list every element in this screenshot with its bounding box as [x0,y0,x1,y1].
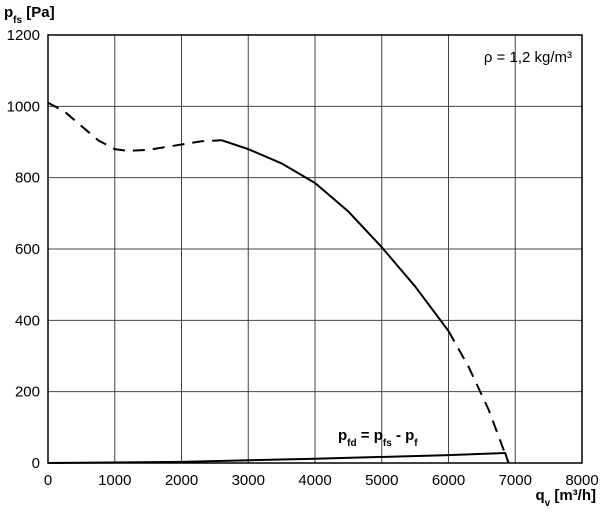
x-tick-label: 4000 [298,472,331,489]
x-tick-label: 5000 [365,472,398,489]
y-tick-label: 1200 [7,27,40,44]
curve [221,139,450,332]
y-tick-label: 600 [15,241,40,258]
formula-annotation-part: f [414,438,418,449]
formula-annotation-part: - p [392,427,415,444]
density-annotation: ρ = 1,2 kg/m³ [484,49,572,66]
formula-annotation-part: fs [383,438,392,449]
x-tick-label: 1000 [98,472,131,489]
curve [47,452,510,464]
x-tick-label: 3000 [232,472,265,489]
x-tick-label: 2000 [165,472,198,489]
formula-annotation: pfd = pfs - pf [338,427,418,449]
y-tick-label: 200 [15,384,40,401]
x-tick-label: 6000 [432,472,465,489]
formula-annotation-part: p [338,427,347,444]
y-axis-label-part: fs [13,15,22,26]
y-axis-label-part: p [4,4,13,21]
formula-annotation-part: fd [347,438,356,449]
x-axis-label-part: v [545,498,551,509]
x-axis-label: qv [m³/h] [535,487,596,509]
formula-annotation-part: = p [357,427,383,444]
plot-frame [47,34,583,464]
x-tick-label: 8000 [565,472,598,489]
y-axis-label-part: [Pa] [22,4,55,21]
y-tick-label: 400 [15,312,40,329]
curve [447,330,510,464]
y-tick-label: 800 [15,170,40,187]
y-axis-label: pfs [Pa] [4,4,55,26]
x-tick-label: 0 [44,472,52,489]
y-tick-label: 0 [32,455,40,472]
x-tick-label: 7000 [499,472,532,489]
curve [47,101,222,152]
x-axis-label-part: [m³/h] [550,487,596,504]
x-axis-label-part: q [535,487,544,504]
y-tick-label: 1000 [7,98,40,115]
